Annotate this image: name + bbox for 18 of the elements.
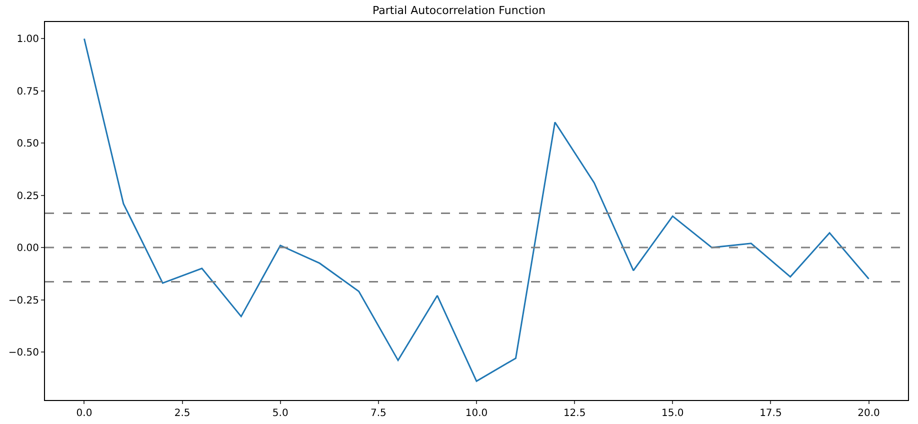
y-tick-label: 0.75 [16, 86, 39, 98]
x-tick-label: 12.5 [563, 408, 586, 419]
x-tick-label: 10.0 [465, 408, 488, 419]
x-tick-label: 15.0 [662, 408, 684, 419]
y-tick-label: 0.25 [16, 190, 39, 202]
x-tick-label: 5.0 [272, 408, 288, 419]
x-tick-label: 17.5 [760, 408, 782, 419]
line-series [83, 38, 870, 382]
x-tick-label: 0.0 [76, 408, 92, 419]
y-tick-label: 0.50 [16, 138, 39, 150]
x-tick-label: 7.5 [370, 408, 386, 419]
y-tick-label: −0.50 [8, 347, 39, 358]
x-tick-label: 2.5 [174, 408, 190, 419]
chart-title: Partial Autocorrelation Function [372, 4, 546, 18]
y-tick-label: 1.00 [16, 34, 39, 46]
x-tick-label: 20.0 [858, 408, 880, 419]
y-tick-label: −0.25 [8, 295, 39, 306]
y-tick-label: 0.00 [16, 243, 39, 254]
